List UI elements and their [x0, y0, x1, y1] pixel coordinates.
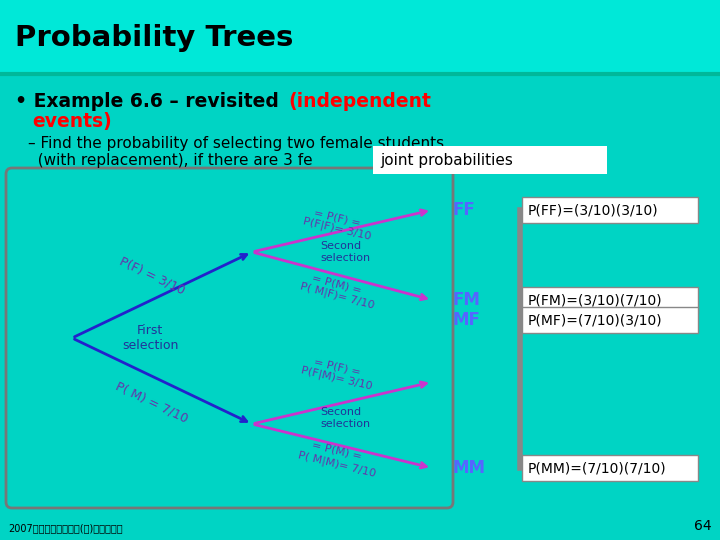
Text: FM: FM [452, 291, 480, 309]
Text: = P(M) =: = P(M) = [311, 440, 363, 462]
Text: MF: MF [452, 311, 480, 329]
Text: FF: FF [452, 201, 474, 219]
FancyBboxPatch shape [373, 146, 607, 174]
Text: MM: MM [452, 459, 485, 477]
Text: Second
selection: Second selection [320, 407, 370, 429]
Text: P( M|M)= 7/10: P( M|M)= 7/10 [297, 449, 377, 478]
Text: Probability Trees: Probability Trees [15, 24, 293, 52]
Text: First
selection: First selection [122, 324, 178, 352]
Text: events): events) [32, 112, 112, 131]
Text: = P(F) =: = P(F) = [312, 208, 361, 228]
Text: = P(M) =: = P(M) = [311, 273, 363, 295]
Text: P(FF)=(3/10)(3/10): P(FF)=(3/10)(3/10) [528, 203, 659, 217]
Text: P(FM)=(3/10)(7/10): P(FM)=(3/10)(7/10) [528, 293, 662, 307]
Text: P(MF)=(7/10)(3/10): P(MF)=(7/10)(3/10) [528, 313, 662, 327]
FancyBboxPatch shape [522, 287, 698, 313]
Text: • Example 6.6 – revisited: • Example 6.6 – revisited [15, 92, 285, 111]
Text: – Find the probability of selecting two female students: – Find the probability of selecting two … [28, 136, 444, 151]
Bar [0, 0, 720, 72]
Text: 2007年评审专家组评审(一)评审资料库: 2007年评审专家组评审(一)评审资料库 [8, 523, 122, 533]
Text: Second
selection: Second selection [320, 241, 370, 263]
FancyBboxPatch shape [522, 197, 698, 223]
Text: 64: 64 [694, 519, 712, 533]
Text: P( M|F)= 7/10: P( M|F)= 7/10 [299, 281, 375, 311]
Text: = P(F) =: = P(F) = [312, 357, 361, 377]
Text: P(F) = 3/10: P(F) = 3/10 [117, 255, 186, 297]
Text: P(MM)=(7/10)(7/10): P(MM)=(7/10)(7/10) [528, 461, 667, 475]
FancyBboxPatch shape [6, 168, 453, 508]
Text: P(F|F)= 3/10: P(F|F)= 3/10 [302, 216, 372, 242]
Text: (independent: (independent [288, 92, 431, 111]
Text: P( M) = 7/10: P( M) = 7/10 [114, 379, 190, 425]
Text: P(F|M)= 3/10: P(F|M)= 3/10 [300, 364, 374, 391]
FancyBboxPatch shape [522, 307, 698, 333]
FancyBboxPatch shape [522, 455, 698, 481]
Text: joint probabilities: joint probabilities [380, 152, 513, 167]
Text: (with replacement), if there are 3 fe: (with replacement), if there are 3 fe [28, 153, 312, 168]
